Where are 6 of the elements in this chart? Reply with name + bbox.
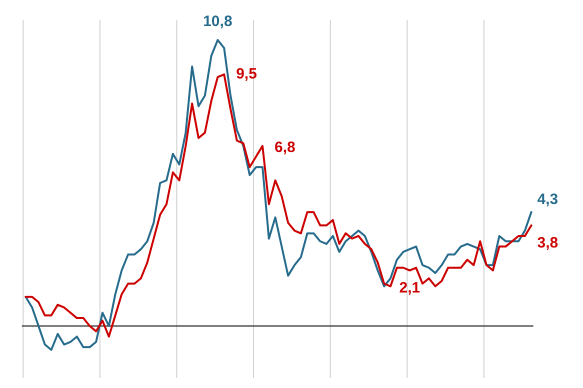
data-label: 2,1 [399, 279, 420, 296]
data-label: 4,3 [537, 191, 558, 208]
data-label: 9,5 [236, 65, 257, 82]
data-label: 10,8 [203, 13, 232, 30]
data-label: 3,8 [537, 234, 558, 252]
data-label: 6,8 [274, 138, 296, 156]
